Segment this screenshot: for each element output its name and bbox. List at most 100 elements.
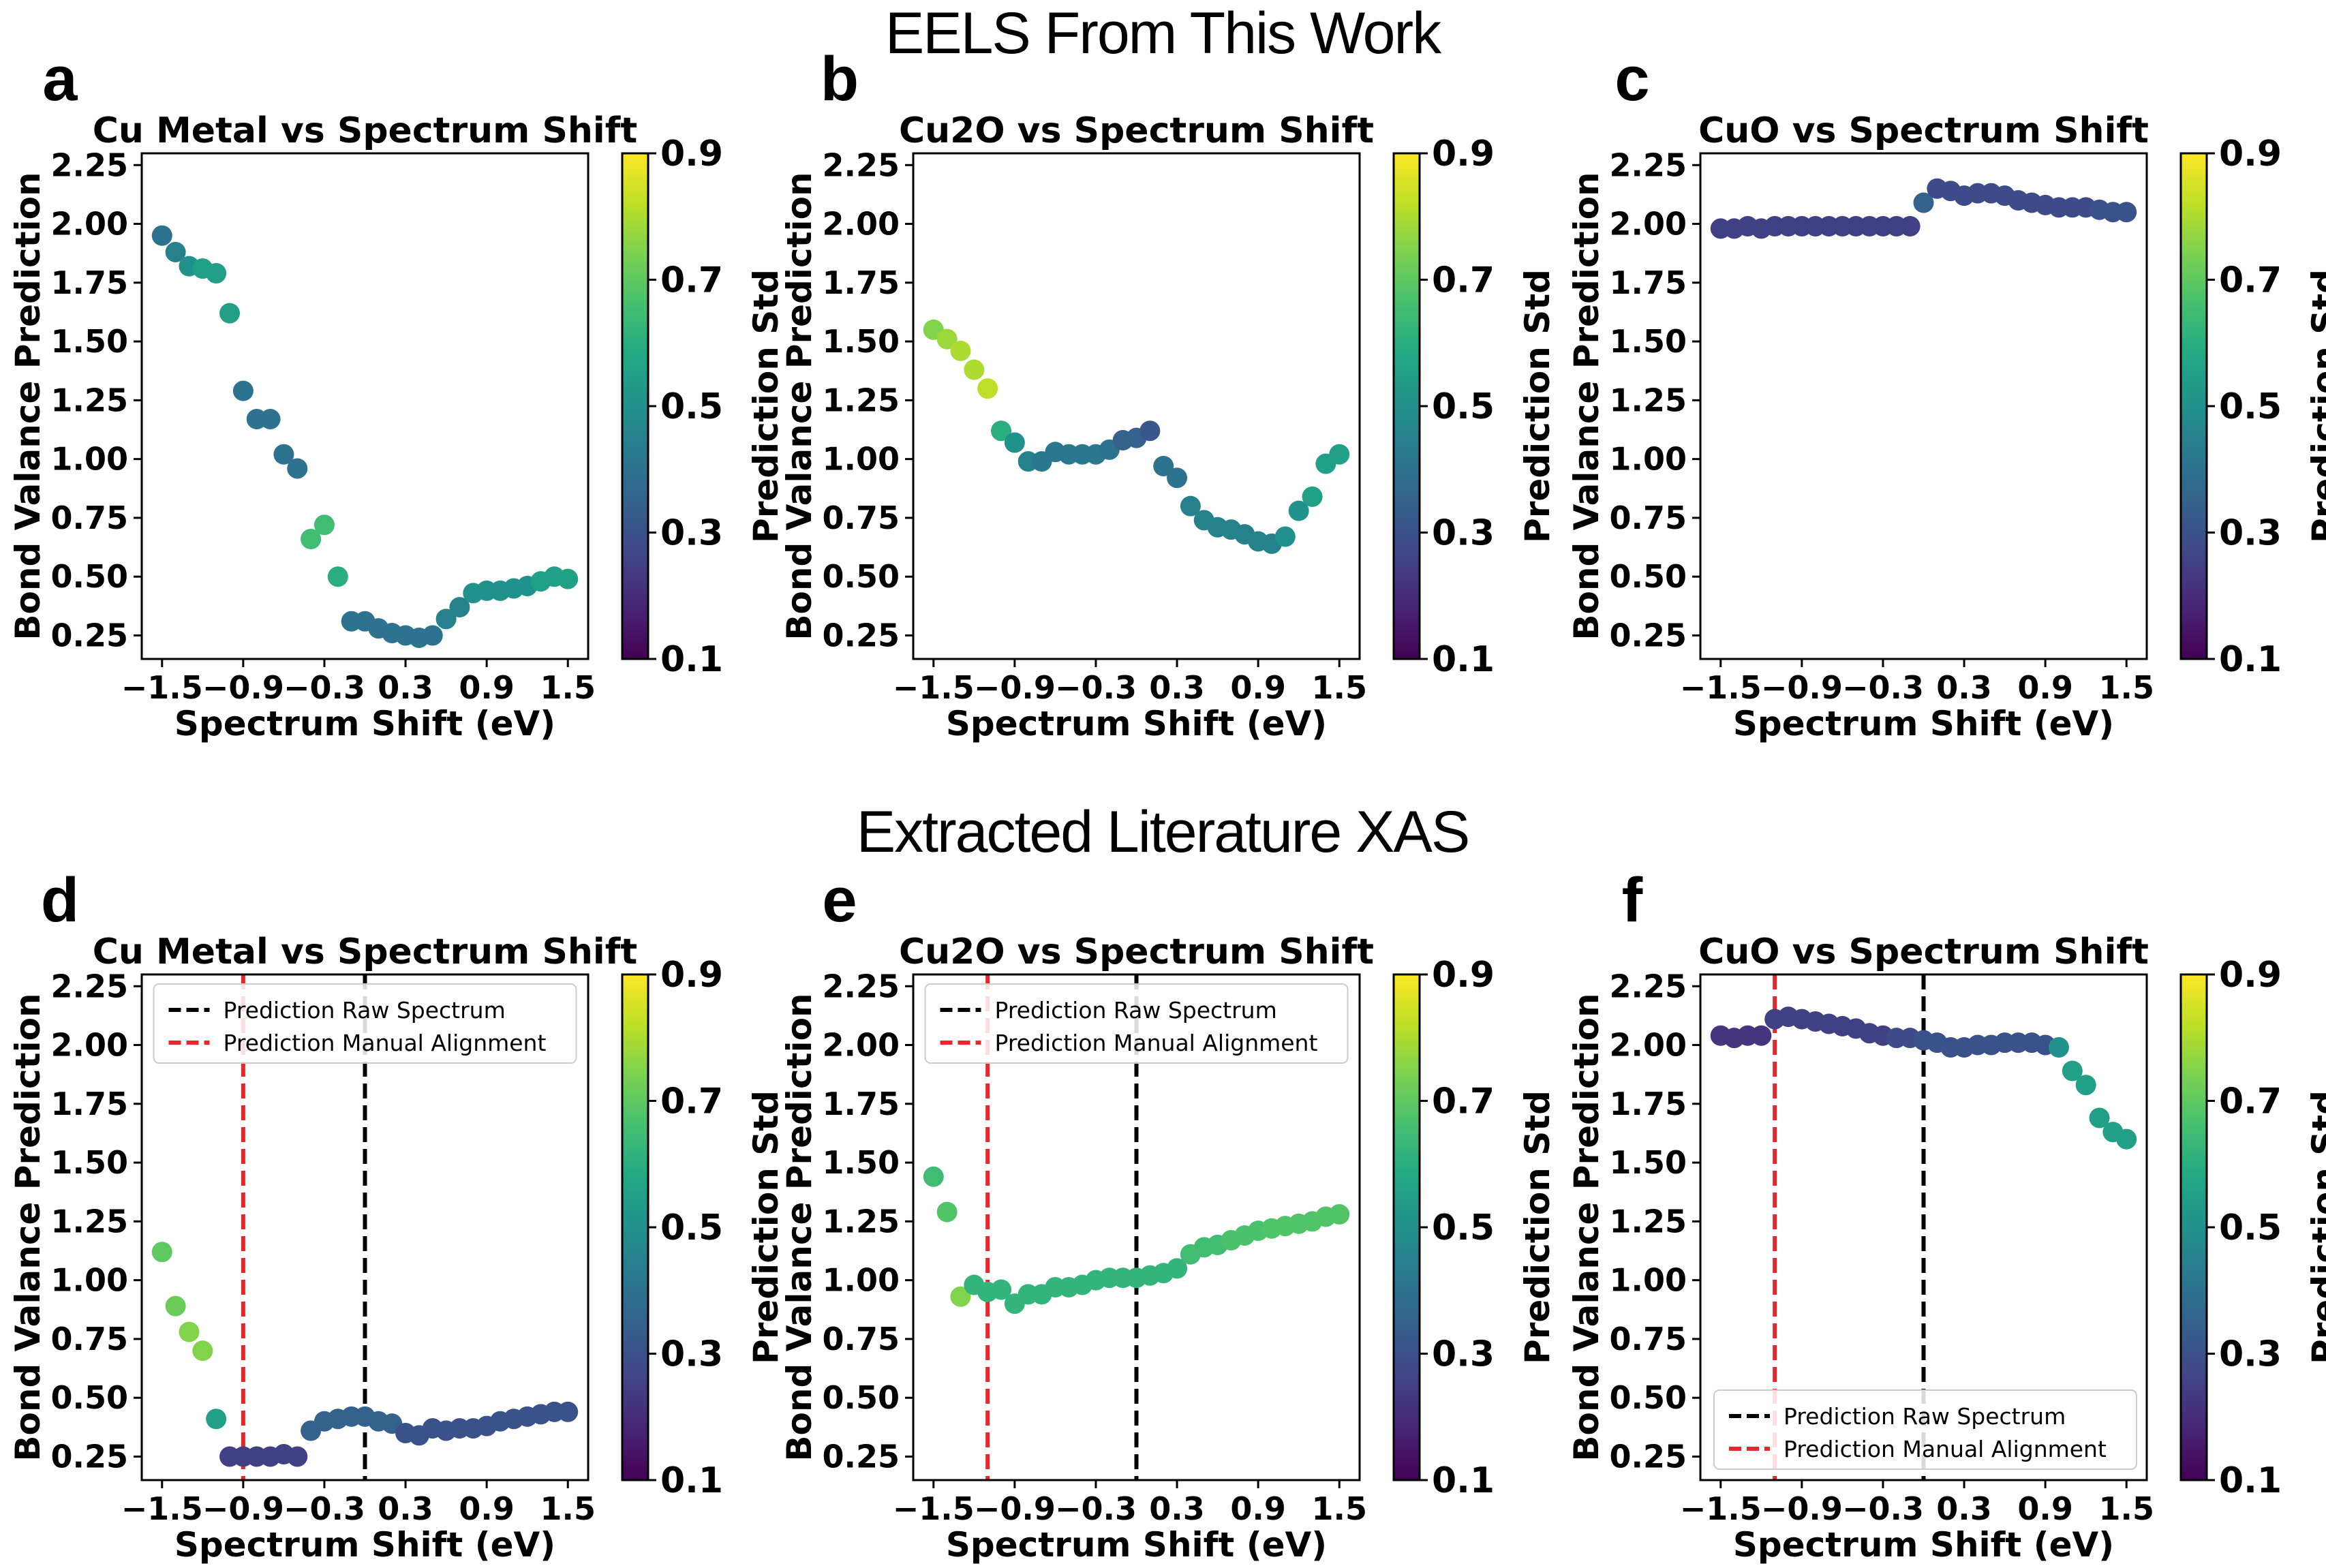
x-tick-label: −1.5 (893, 669, 975, 706)
colorbar-label: Prediction Std (746, 269, 786, 543)
x-tick-label: −0.9 (1761, 669, 1843, 706)
data-point (192, 1340, 213, 1362)
y-tick-label: 1.25 (823, 1203, 900, 1240)
y-tick-label: 2.00 (823, 206, 900, 243)
y-tick-label: 2.25 (1610, 968, 1687, 1004)
colorbar-label: Prediction Std (2305, 1090, 2326, 1364)
x-tick-label: 0.3 (1936, 669, 1992, 706)
y-tick-label: 1.50 (51, 323, 129, 360)
data-point (1274, 526, 1296, 547)
data-point (936, 1201, 958, 1223)
data-point (991, 1279, 1012, 1300)
panel-letter-d: d (41, 865, 79, 935)
data-point (1004, 432, 1025, 453)
colorbar-tick-label: 0.3 (1432, 513, 1495, 554)
y-tick-label: 0.50 (51, 1379, 129, 1416)
colorbar-label: Prediction Std (1518, 269, 1557, 543)
colorbar (1392, 973, 1421, 1481)
data-point (435, 609, 457, 630)
colorbar-tick-label: 0.1 (2219, 1460, 2282, 1501)
y-tick-label: 1.50 (823, 1144, 900, 1181)
y-tick-label: 0.25 (1610, 1438, 1687, 1475)
y-tick-label: 1.25 (51, 382, 129, 418)
colorbar-tick-label: 0.7 (660, 260, 723, 301)
x-tick-label: −0.3 (1055, 669, 1137, 706)
data-point (151, 1242, 172, 1263)
y-tick-label: 0.25 (51, 1438, 129, 1475)
data-point (950, 340, 971, 361)
y-axis-label: Bond Valance Prediction (780, 993, 819, 1461)
panel-letter-b: b (821, 44, 859, 114)
x-tick-label: 0.9 (2017, 669, 2073, 706)
data-point (1751, 1025, 1772, 1046)
data-point (219, 303, 241, 324)
x-tick-label: 0.3 (378, 669, 433, 706)
panel-title: CuO vs Spectrum Shift (1698, 110, 2149, 151)
y-tick-label: 1.25 (1610, 382, 1687, 418)
x-tick-label: −1.5 (893, 1490, 975, 1527)
y-tick-label: 0.25 (823, 617, 900, 654)
y-tick-label: 1.75 (1610, 1086, 1687, 1122)
plot-area (1700, 153, 2147, 659)
x-axis-label: Spectrum Shift (eV) (946, 1525, 1327, 1565)
data-point (327, 566, 348, 587)
y-tick-label: 2.00 (51, 206, 129, 243)
legend-raw-label: Prediction Raw Spectrum (224, 997, 506, 1024)
y-tick-label: 2.00 (51, 1027, 129, 1064)
y-axis-label: Bond Valance Prediction (1567, 993, 1606, 1461)
x-tick-label: −0.9 (1761, 1490, 1843, 1527)
data-point (287, 1446, 308, 1467)
data-point (1302, 486, 1323, 507)
x-tick-label: 1.5 (1311, 669, 1367, 706)
y-tick-label: 1.75 (51, 264, 129, 301)
data-point (232, 380, 254, 401)
x-tick-label: −0.9 (974, 1490, 1056, 1527)
colorbar (621, 973, 649, 1481)
legend-raw-label: Prediction Raw Spectrum (1784, 1403, 2066, 1430)
colorbar-tick-label: 0.9 (660, 955, 723, 996)
colorbar-tick-label: 0.5 (1432, 1208, 1495, 1248)
data-point (1167, 1258, 1188, 1279)
panel-title: CuO vs Spectrum Shift (1698, 932, 2149, 972)
x-tick-label: −1.5 (121, 669, 203, 706)
x-tick-label: −0.3 (1055, 1490, 1137, 1527)
y-tick-label: 0.50 (51, 558, 129, 595)
colorbar-tick-label: 0.3 (660, 513, 723, 554)
plot-frame (912, 973, 1361, 1481)
data-point (1899, 215, 1921, 236)
plot-area (913, 153, 1360, 659)
colorbar-tick-label: 0.1 (1432, 639, 1495, 680)
data-point (2062, 1060, 2083, 1081)
data-point (313, 514, 335, 536)
data-point (2116, 202, 2137, 223)
x-tick-label: −0.9 (202, 1490, 284, 1527)
y-tick-label: 0.25 (1610, 617, 1687, 654)
colorbar-label: Prediction Std (2305, 269, 2326, 543)
panel-letter-a: a (42, 44, 78, 114)
x-tick-label: 1.5 (540, 1490, 596, 1527)
y-tick-label: 1.75 (823, 264, 900, 301)
data-point (422, 625, 443, 646)
y-tick-label: 1.75 (51, 1086, 129, 1122)
data-point (936, 328, 958, 350)
legend-manual-label: Prediction Manual Alignment (995, 1030, 1318, 1056)
data-point (923, 1166, 944, 1187)
data-point (1913, 192, 1934, 213)
data-point (2116, 1128, 2137, 1150)
panel-title: Cu2O vs Spectrum Shift (899, 110, 1374, 151)
y-tick-label: 1.75 (1610, 264, 1687, 301)
colorbar-tick-label: 0.9 (2219, 955, 2282, 996)
colorbar (1392, 152, 1421, 660)
legend-box (1713, 1389, 2137, 1470)
x-tick-label: 0.9 (2017, 1490, 2073, 1527)
x-tick-label: −0.3 (284, 669, 365, 706)
y-tick-label: 0.75 (51, 1321, 129, 1357)
legend-box (924, 983, 1349, 1064)
data-point (179, 1321, 200, 1342)
y-tick-label: 0.75 (51, 499, 129, 536)
x-tick-label: 0.3 (1149, 669, 1205, 706)
colorbar-tick-label: 0.3 (2219, 513, 2282, 554)
data-point (1329, 444, 1350, 465)
x-tick-label: 1.5 (540, 669, 596, 706)
data-point (301, 528, 322, 549)
